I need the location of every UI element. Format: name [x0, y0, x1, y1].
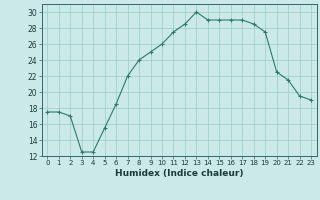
X-axis label: Humidex (Indice chaleur): Humidex (Indice chaleur): [115, 169, 244, 178]
